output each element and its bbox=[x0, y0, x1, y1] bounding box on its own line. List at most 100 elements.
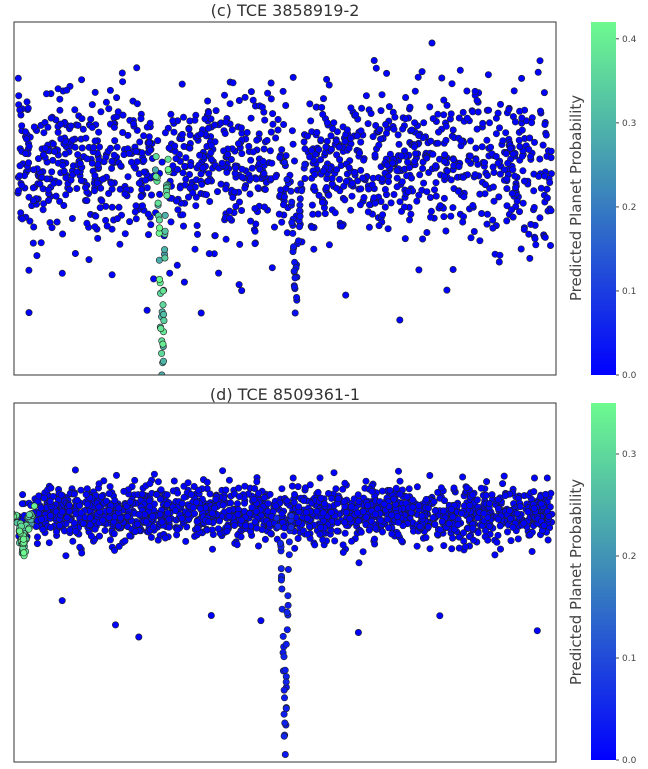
data-point bbox=[243, 129, 251, 137]
data-point bbox=[176, 184, 184, 192]
data-point bbox=[339, 548, 347, 556]
data-point bbox=[192, 202, 200, 210]
data-point bbox=[119, 129, 127, 137]
data-point bbox=[272, 502, 280, 510]
data-point bbox=[466, 152, 474, 160]
data-point bbox=[248, 164, 256, 172]
data-point bbox=[73, 168, 81, 176]
data-point bbox=[431, 520, 439, 528]
data-point bbox=[422, 534, 430, 542]
data-point bbox=[40, 129, 48, 137]
data-point bbox=[319, 536, 327, 544]
data-point bbox=[238, 516, 246, 524]
data-point bbox=[505, 105, 513, 113]
data-point bbox=[348, 179, 356, 187]
data-point bbox=[91, 137, 99, 145]
data-point bbox=[16, 172, 24, 180]
data-point bbox=[447, 212, 455, 220]
data-point bbox=[33, 252, 41, 260]
data-point bbox=[370, 535, 378, 543]
data-point bbox=[45, 539, 53, 547]
data-point bbox=[181, 162, 189, 170]
data-point bbox=[340, 497, 348, 505]
data-point bbox=[387, 199, 395, 207]
data-point bbox=[66, 186, 74, 194]
data-point bbox=[156, 190, 164, 198]
data-point bbox=[308, 223, 316, 231]
data-point bbox=[382, 129, 390, 137]
data-point bbox=[302, 508, 310, 516]
data-point bbox=[79, 520, 87, 528]
data-point bbox=[83, 219, 91, 227]
data-point bbox=[91, 187, 99, 195]
data-point bbox=[386, 150, 394, 158]
data-point bbox=[184, 510, 192, 518]
data-point bbox=[481, 159, 489, 167]
data-point bbox=[528, 548, 536, 556]
data-point bbox=[125, 150, 133, 158]
data-point bbox=[39, 526, 47, 534]
data-point bbox=[91, 525, 99, 533]
data-point bbox=[30, 223, 38, 231]
data-point bbox=[117, 162, 125, 170]
data-point bbox=[429, 150, 437, 158]
data-point bbox=[331, 537, 339, 545]
data-point bbox=[354, 517, 362, 525]
data-point bbox=[133, 64, 141, 72]
data-point bbox=[251, 205, 259, 213]
data-point bbox=[274, 116, 282, 124]
data-point bbox=[280, 159, 288, 167]
data-point bbox=[434, 128, 442, 136]
data-point bbox=[161, 254, 169, 262]
data-point bbox=[484, 536, 492, 544]
data-point bbox=[488, 491, 496, 499]
data-point bbox=[426, 213, 434, 221]
data-point bbox=[124, 131, 132, 139]
data-point bbox=[402, 94, 410, 102]
data-point bbox=[169, 117, 177, 125]
data-point bbox=[469, 536, 477, 544]
data-point bbox=[399, 125, 407, 133]
data-point bbox=[290, 157, 298, 165]
data-point bbox=[118, 69, 126, 77]
data-point bbox=[544, 536, 552, 544]
data-point bbox=[238, 287, 246, 295]
data-point bbox=[247, 156, 255, 164]
data-point bbox=[87, 532, 95, 540]
data-point bbox=[131, 476, 139, 484]
data-point bbox=[160, 317, 168, 325]
data-point bbox=[167, 218, 175, 226]
data-point bbox=[211, 232, 219, 240]
data-point bbox=[459, 473, 467, 481]
data-point bbox=[22, 135, 30, 143]
data-point bbox=[384, 178, 392, 186]
data-point bbox=[251, 227, 259, 235]
data-point bbox=[72, 528, 80, 536]
data-point bbox=[18, 500, 26, 508]
data-point bbox=[108, 203, 116, 211]
data-point bbox=[466, 137, 474, 145]
data-point bbox=[88, 123, 96, 131]
data-point bbox=[333, 128, 341, 136]
scatter-chart-c: (c) TCE 3858919-2 0.0 0.1 0.2 0.3 0.4 Predic… bbox=[13, 1, 637, 381]
data-point bbox=[126, 498, 134, 506]
data-point bbox=[121, 190, 129, 198]
data-point bbox=[530, 204, 538, 212]
data-point bbox=[334, 495, 342, 503]
data-point bbox=[278, 146, 286, 154]
data-point bbox=[420, 119, 428, 127]
data-point bbox=[83, 155, 91, 163]
data-point bbox=[293, 293, 301, 301]
data-point bbox=[156, 275, 164, 283]
data-point bbox=[61, 150, 69, 158]
data-point bbox=[397, 152, 405, 160]
data-point bbox=[212, 107, 220, 115]
colorbar-tick-label: 0.0 bbox=[622, 371, 637, 381]
data-point bbox=[519, 199, 527, 207]
data-point bbox=[149, 523, 157, 531]
data-point bbox=[431, 507, 439, 515]
data-point bbox=[419, 235, 427, 243]
data-point bbox=[173, 261, 181, 269]
data-point bbox=[543, 474, 551, 482]
data-point bbox=[449, 513, 457, 521]
